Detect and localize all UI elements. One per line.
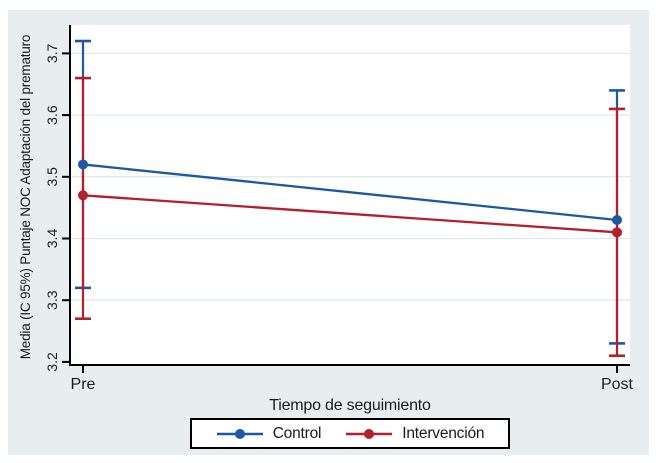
series-line (82, 163, 618, 222)
y-tick-label: 3.7 (44, 43, 60, 63)
y-tick-label: 3.5 (44, 167, 60, 187)
control-line-marker-icon (216, 428, 263, 439)
data-point-marker (78, 190, 88, 201)
data-point-marker (612, 227, 622, 238)
data-point-marker (612, 214, 622, 225)
series-line (82, 194, 618, 234)
x-tick-label: Post (601, 376, 634, 393)
x-axis-title: Tiempo de seguimiento (269, 397, 431, 414)
intervencion-line-marker-icon (346, 428, 393, 439)
y-axis-title: Media (IC 95%) Puntaje NOC Adaptación de… (18, 34, 33, 360)
y-tick-label: 3.6 (44, 105, 60, 125)
legend-label-control: Control (272, 424, 322, 442)
legend-item-intervencion: Intervención (345, 424, 485, 443)
y-tick-label: 3.3 (44, 290, 60, 310)
legend: Control Intervención (190, 418, 510, 449)
plot-area: 3.2 3.3 3.4 3.5 3.6 3.7 Pre Post (44, 25, 634, 393)
x-tick-label: Pre (71, 376, 96, 393)
plot-background (70, 25, 630, 365)
y-tick-label: 3.4 (44, 229, 60, 249)
chart-figure: 3.2 3.3 3.4 3.5 3.6 3.7 Pre Post Media (IC 95%)… (8, 10, 649, 455)
legend-label-intervencion: Intervención (402, 424, 485, 442)
data-point-marker (78, 159, 88, 170)
legend-item-control: Control (216, 424, 322, 443)
y-tick-label: 3.2 (44, 352, 60, 372)
